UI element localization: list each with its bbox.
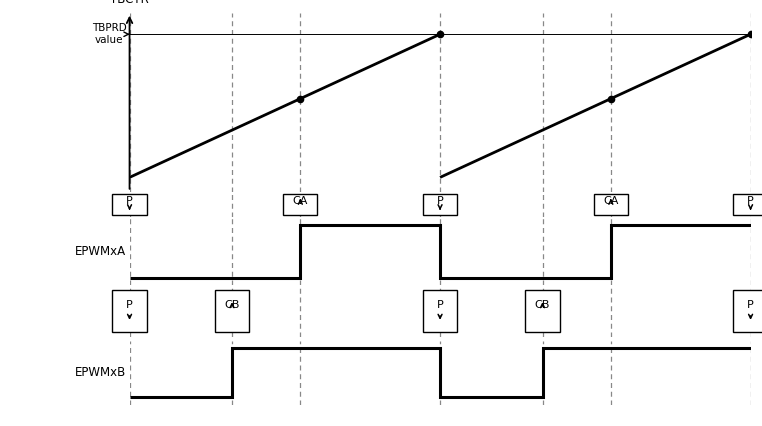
Text: CB: CB: [224, 300, 240, 310]
FancyBboxPatch shape: [594, 194, 628, 215]
Text: TBPRD
value: TBPRD value: [91, 23, 126, 45]
Text: CA: CA: [293, 196, 308, 206]
FancyBboxPatch shape: [423, 290, 457, 332]
FancyBboxPatch shape: [526, 290, 559, 332]
Text: P: P: [126, 300, 133, 310]
Text: CA: CA: [604, 196, 619, 206]
Text: CB: CB: [535, 300, 550, 310]
Text: EPWMxA: EPWMxA: [75, 245, 126, 258]
FancyBboxPatch shape: [734, 194, 762, 215]
FancyBboxPatch shape: [113, 290, 146, 332]
Text: P: P: [126, 196, 133, 206]
FancyBboxPatch shape: [113, 194, 146, 215]
Text: P: P: [748, 196, 754, 206]
Text: P: P: [748, 300, 754, 310]
Text: EPWMxB: EPWMxB: [75, 366, 126, 379]
Text: TBCTR: TBCTR: [110, 0, 149, 6]
FancyBboxPatch shape: [215, 290, 249, 332]
FancyBboxPatch shape: [734, 290, 762, 332]
Text: P: P: [437, 196, 443, 206]
Text: P: P: [437, 300, 443, 310]
FancyBboxPatch shape: [423, 194, 457, 215]
FancyBboxPatch shape: [283, 194, 318, 215]
